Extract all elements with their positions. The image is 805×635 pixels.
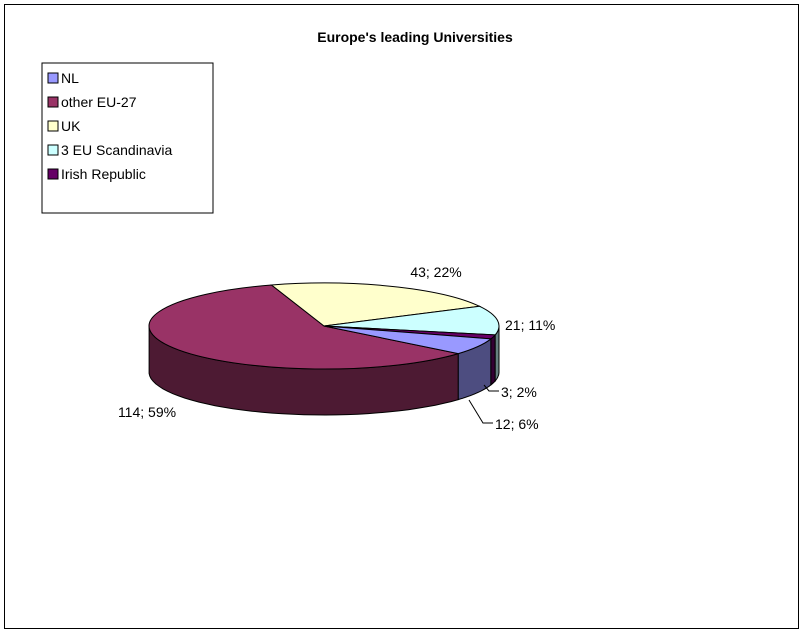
data-label-irish-republic: 3; 2% [501,384,537,400]
data-label-other-eu-27: 114; 59% [118,404,176,420]
legend-box [41,62,214,214]
legend-swatch-nl [47,72,59,84]
data-label-nl: 12; 6% [495,416,539,432]
data-label-3-eu-scandinavia: 21; 11% [505,317,555,333]
data-label-uk: 43; 22% [410,264,461,280]
pie-slice-nl [323,325,493,355]
pie-slice-3-eu-scandinavia [323,305,500,336]
legend-label-irish-republic: Irish Republic [61,166,146,182]
pie-chart: Europe's leading Universities NL other EU… [41,29,555,432]
pie-slice-other-eu-27 [148,284,459,370]
pie-slice-uk [270,282,482,327]
chart-title: Europe's leading Universities [317,29,513,45]
legend-swatch-irish-republic [47,168,59,180]
legend-label-uk: UK [61,118,81,134]
leader-line-nl [468,399,493,424]
pie-top [148,282,500,370]
legend-label-nl: NL [61,70,79,86]
chart-area: Europe's leading Universities NL other EU… [4,4,799,629]
leader-line-irish-republic [483,384,499,392]
legend-label-3-eu-scandinavia: 3 EU Scandinavia [61,142,173,158]
legend: NL other EU-27 UK 3 EU Scandinavia Irish Rep… [41,62,214,214]
legend-swatch-3-eu-scandinavia [47,144,59,156]
legend-label-other-eu-27: other EU-27 [61,94,137,110]
legend-swatch-other-eu-27 [47,96,59,108]
legend-swatch-uk [47,120,59,132]
pie-labels: 12; 6% 114; 59% 43; 22% 21; 11% 3; 2% [118,264,555,432]
pie-side-irish-republic [490,333,496,386]
